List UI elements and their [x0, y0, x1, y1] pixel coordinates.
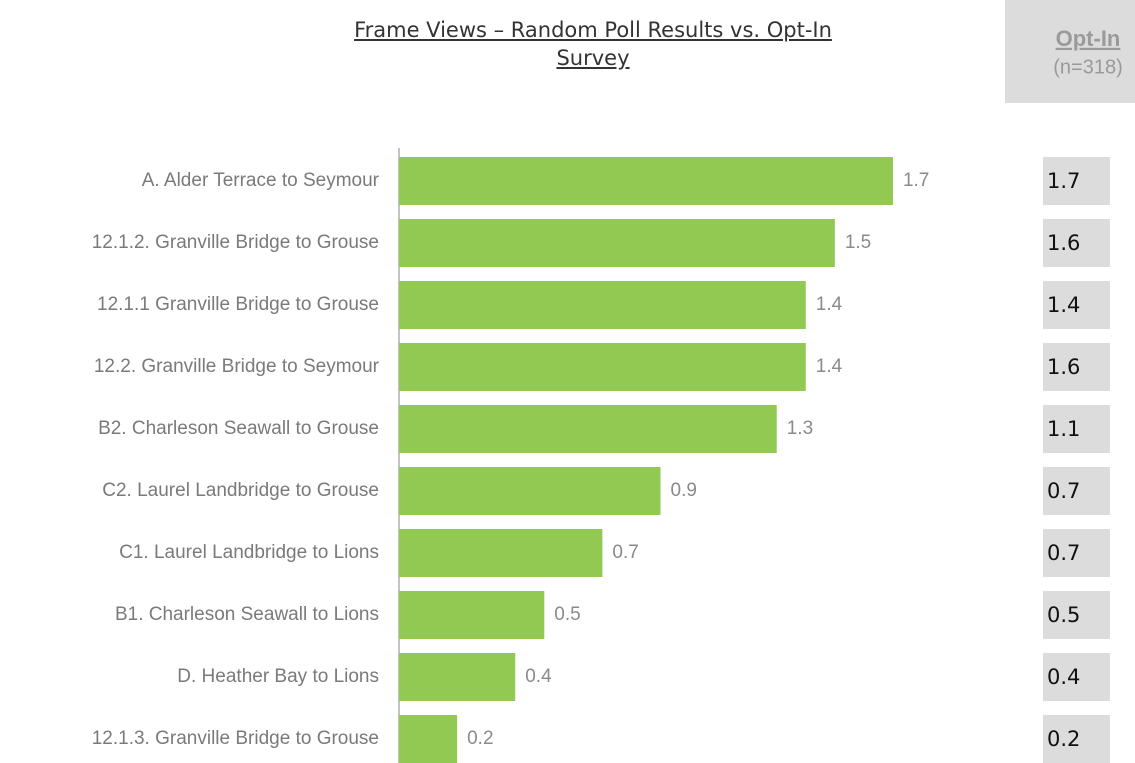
- category-label: 12.1.2. Granville Bridge to Grouse: [92, 232, 379, 253]
- optin-cell: [1043, 343, 1110, 391]
- optin-value: 1.7: [1047, 169, 1080, 193]
- optin-subtitle: (n=318): [1053, 56, 1123, 78]
- bar: [399, 467, 661, 515]
- optin-cell: [1043, 405, 1110, 453]
- value-label: 0.5: [554, 604, 580, 625]
- value-label: 1.4: [816, 356, 843, 377]
- optin-value: 0.2: [1047, 727, 1080, 751]
- value-label: 0.7: [612, 542, 638, 563]
- optin-value: 1.1: [1047, 417, 1080, 441]
- category-label: 12.1.3. Granville Bridge to Grouse: [92, 728, 379, 749]
- optin-header-box: [1005, 0, 1135, 103]
- bar: [399, 715, 458, 763]
- value-label: 1.7: [903, 170, 929, 191]
- optin-cell: [1043, 281, 1110, 329]
- value-label: 0.4: [525, 666, 552, 687]
- bar: [399, 219, 835, 267]
- category-label: B2. Charleson Seawall to Grouse: [98, 418, 379, 439]
- category-label: B1. Charleson Seawall to Lions: [115, 604, 379, 625]
- category-label: C2. Laurel Landbridge to Grouse: [102, 480, 379, 501]
- optin-cell: [1043, 529, 1110, 577]
- value-label: 1.3: [787, 418, 813, 439]
- optin-value: 0.4: [1047, 665, 1080, 689]
- bar: [399, 591, 545, 639]
- optin-cell: [1043, 157, 1110, 205]
- optin-value: 0.5: [1047, 603, 1080, 627]
- category-label: C1. Laurel Landbridge to Lions: [119, 542, 379, 563]
- value-label: 0.2: [467, 728, 493, 749]
- bar: [399, 405, 777, 453]
- optin-cell: [1043, 715, 1110, 763]
- bar: [399, 157, 893, 205]
- value-label: 1.4: [816, 294, 843, 315]
- bar: [399, 529, 603, 577]
- bar: [399, 343, 806, 391]
- bar: [399, 281, 806, 329]
- optin-value: 1.4: [1047, 293, 1080, 317]
- category-label: 12.2. Granville Bridge to Seymour: [94, 356, 380, 377]
- value-label: 0.9: [671, 480, 697, 501]
- bar: [399, 653, 516, 701]
- optin-value: 0.7: [1047, 541, 1080, 565]
- optin-value: 1.6: [1047, 355, 1080, 379]
- category-label: D. Heather Bay to Lions: [177, 666, 379, 687]
- optin-cell: [1043, 591, 1110, 639]
- optin-value: 0.7: [1047, 479, 1080, 503]
- chart-title: Frame Views – Random Poll Results vs. Op…: [354, 18, 832, 70]
- value-label: 1.5: [845, 232, 871, 253]
- category-label: A. Alder Terrace to Seymour: [142, 170, 380, 191]
- optin-value: 1.6: [1047, 231, 1080, 255]
- optin-title: Opt-In: [1056, 26, 1121, 51]
- optin-cell: [1043, 219, 1110, 267]
- optin-cell: [1043, 653, 1110, 701]
- optin-cell: [1043, 467, 1110, 515]
- category-label: 12.1.1 Granville Bridge to Grouse: [97, 294, 379, 315]
